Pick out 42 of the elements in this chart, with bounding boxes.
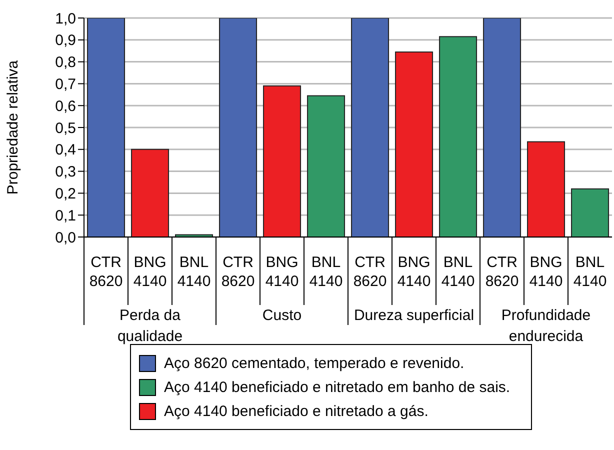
bar xyxy=(395,51,434,237)
text: Profundidade endurecida xyxy=(500,306,592,347)
x-tick-label: BNL 4140 xyxy=(573,254,607,290)
bar xyxy=(87,18,126,237)
x-tick-label: BNG 4140 xyxy=(397,254,431,290)
bar xyxy=(439,36,478,237)
y-tick-label: 0,7 xyxy=(55,76,76,94)
x-tick-label: CTR 8620 xyxy=(485,254,519,290)
bar xyxy=(307,95,346,237)
legend-label: Aço 8620 cementado, temperado e revenido. xyxy=(164,354,464,372)
y-tick-label: 0,8 xyxy=(55,54,76,72)
legend-label: Aço 4140 beneficiado e nitretado a gás. xyxy=(164,402,428,420)
bar xyxy=(263,85,302,237)
bar xyxy=(131,148,170,237)
bar xyxy=(219,18,258,237)
bar xyxy=(351,18,390,237)
y-tick-label: 0,5 xyxy=(55,120,76,137)
y-tick-label: 1,0 xyxy=(55,10,76,28)
x-tick-label: CTR 8620 xyxy=(89,254,123,290)
text: Custo xyxy=(261,306,303,326)
y-tick-label: 0,9 xyxy=(55,32,76,50)
y-tick-label: 0,3 xyxy=(55,164,76,181)
x-tick-label: BNG 4140 xyxy=(529,254,563,290)
x-tick-label: BNL 4140 xyxy=(441,254,475,290)
x-tick-label: BNG 4140 xyxy=(133,254,167,290)
x-tick-label: BNL 4140 xyxy=(309,254,343,290)
text: Perda da qualidade xyxy=(116,306,184,347)
y-tick-label: 0,2 xyxy=(55,186,76,203)
x-tick-label: CTR 8620 xyxy=(221,254,255,290)
text: Dureza superficial xyxy=(352,306,476,326)
legend-label: Aço 4140 beneficiado e nitretado em banho de sais. xyxy=(164,378,510,396)
y-tick-label: 0,4 xyxy=(55,142,76,159)
y-axis-title: Propriedade relativa xyxy=(4,60,22,195)
x-tick-label: BNL 4140 xyxy=(177,254,211,290)
x-tick-label: BNG 4140 xyxy=(265,254,299,290)
bar xyxy=(483,18,522,237)
bar xyxy=(571,188,610,237)
y-tick-label: 0,6 xyxy=(55,98,76,115)
y-tick-label: 0,1 xyxy=(55,207,76,224)
x-tick-label: CTR 8620 xyxy=(353,254,387,290)
bar xyxy=(527,141,566,237)
y-tick-label: 0,0 xyxy=(55,229,76,246)
